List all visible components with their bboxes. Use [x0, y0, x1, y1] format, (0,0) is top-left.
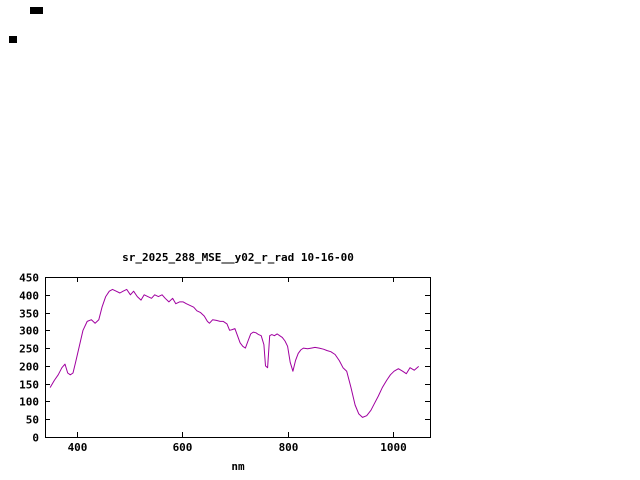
y-tick-label: 150 — [19, 379, 39, 392]
y-tick-label: 400 — [19, 290, 39, 303]
x-tick-label: 600 — [173, 441, 193, 454]
y-tick-label: 350 — [19, 308, 39, 321]
data-line-spectral-radiance — [49, 288, 419, 418]
y-tick-label: 200 — [19, 361, 39, 374]
y-tick-label: 250 — [19, 343, 39, 356]
x-tick-label: 400 — [68, 441, 88, 454]
y-tick-label: 0 — [32, 432, 39, 445]
x-tick-label: 1000 — [380, 441, 407, 454]
plot-frame — [45, 277, 431, 438]
screen-artifact-top-left-2 — [9, 36, 17, 43]
y-tick-label: 50 — [26, 414, 39, 427]
screen-artifact-top-left-1 — [30, 7, 43, 14]
x-tick-label: 800 — [279, 441, 299, 454]
y-tick-label: 300 — [19, 325, 39, 338]
x-axis-label: nm — [231, 460, 245, 473]
chart-title: sr_2025_288_MSE__y02_r_rad 10-16-00 — [122, 251, 354, 264]
y-tick-label: 450 — [19, 272, 39, 285]
y-tick-label: 100 — [19, 396, 39, 409]
